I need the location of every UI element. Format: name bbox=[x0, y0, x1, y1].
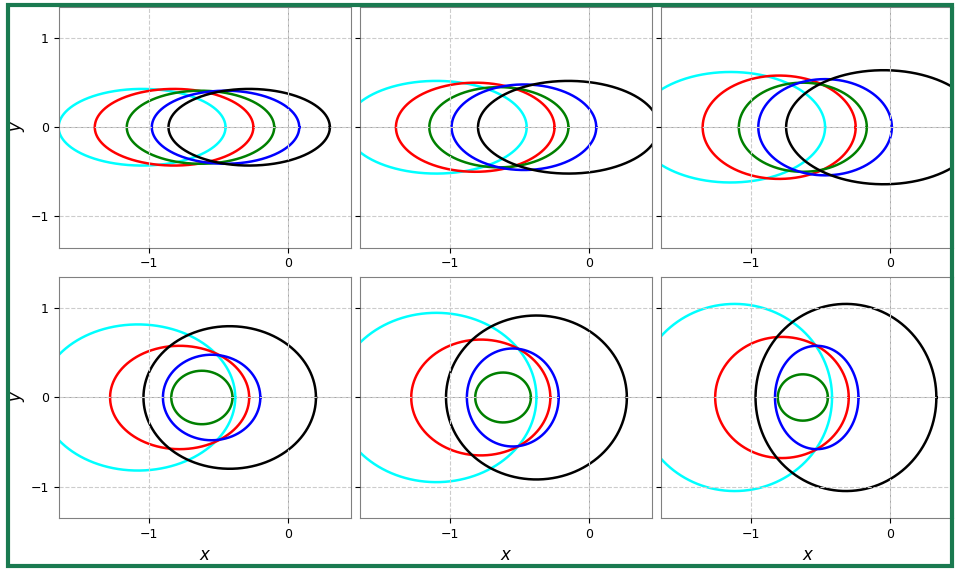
X-axis label: x: x bbox=[802, 546, 812, 564]
Y-axis label: y: y bbox=[7, 392, 25, 403]
X-axis label: x: x bbox=[501, 546, 511, 564]
X-axis label: x: x bbox=[200, 546, 209, 564]
Y-axis label: y: y bbox=[7, 122, 25, 132]
